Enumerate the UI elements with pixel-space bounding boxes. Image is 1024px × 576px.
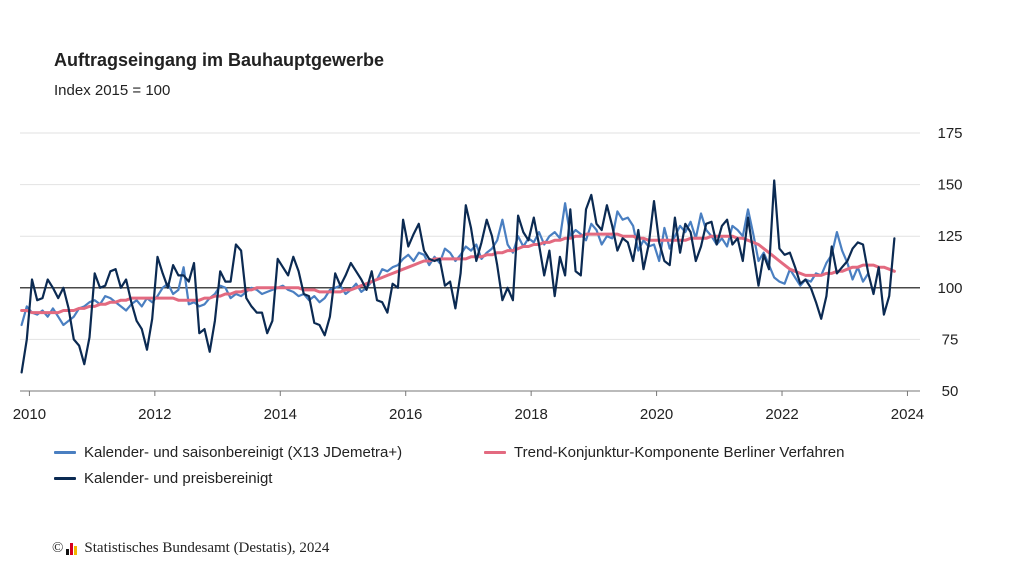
- series-line-price: [20, 179, 896, 374]
- destatis-logo-icon: [66, 542, 78, 555]
- x-tick-label-2012: 2012: [138, 406, 171, 423]
- legend-item-seasonal[interactable]: Kalender- und saisonbereinigt (X13 JDeme…: [54, 444, 402, 461]
- copyright-symbol: ©: [52, 540, 64, 556]
- x-tick-label-2014: 2014: [264, 406, 297, 423]
- chart-subtitle: Index 2015 = 100: [54, 82, 171, 99]
- x-tick-label-2022: 2022: [765, 406, 798, 423]
- y-tick-label-50: 50: [942, 383, 959, 400]
- y-tick-label-100: 100: [937, 280, 962, 297]
- x-tick-label-2020: 2020: [640, 406, 673, 423]
- x-tick-label-2024: 2024: [891, 406, 924, 423]
- y-tick-label-125: 125: [937, 228, 962, 245]
- y-tick-label-75: 75: [942, 331, 959, 348]
- legend-item-trend[interactable]: Trend-Konjunktur-Komponente Berliner Ver…: [484, 444, 844, 461]
- source-footer: © Statistisches Bundesamt (Destatis), 20…: [52, 540, 329, 557]
- chart-title: Auftragseingang im Bauhauptgewerbe: [54, 50, 385, 70]
- series-line-trend: [20, 232, 896, 315]
- x-tick-label-2010: 2010: [13, 406, 46, 423]
- legend-swatch-trend: [484, 451, 506, 454]
- legend-label-price: Kalender- und preisbereinigt: [84, 470, 273, 487]
- series-line-seasonal: [20, 202, 870, 327]
- legend-label-trend: Trend-Konjunktur-Komponente Berliner Ver…: [514, 444, 845, 461]
- x-tick-label-2016: 2016: [389, 406, 422, 423]
- x-tick-label-2018: 2018: [514, 406, 547, 423]
- legend-swatch-price: [54, 477, 76, 480]
- legend-swatch-seasonal: [54, 451, 76, 454]
- y-tick-label-175: 175: [937, 125, 962, 142]
- source-text: Statistisches Bundesamt (Destatis), 2024: [84, 540, 330, 556]
- legend-item-price[interactable]: Kalender- und preisbereinigt: [54, 470, 272, 487]
- y-tick-label-150: 150: [937, 177, 962, 194]
- legend-label-seasonal: Kalender- und saisonbereinigt (X13 JDeme…: [84, 444, 403, 461]
